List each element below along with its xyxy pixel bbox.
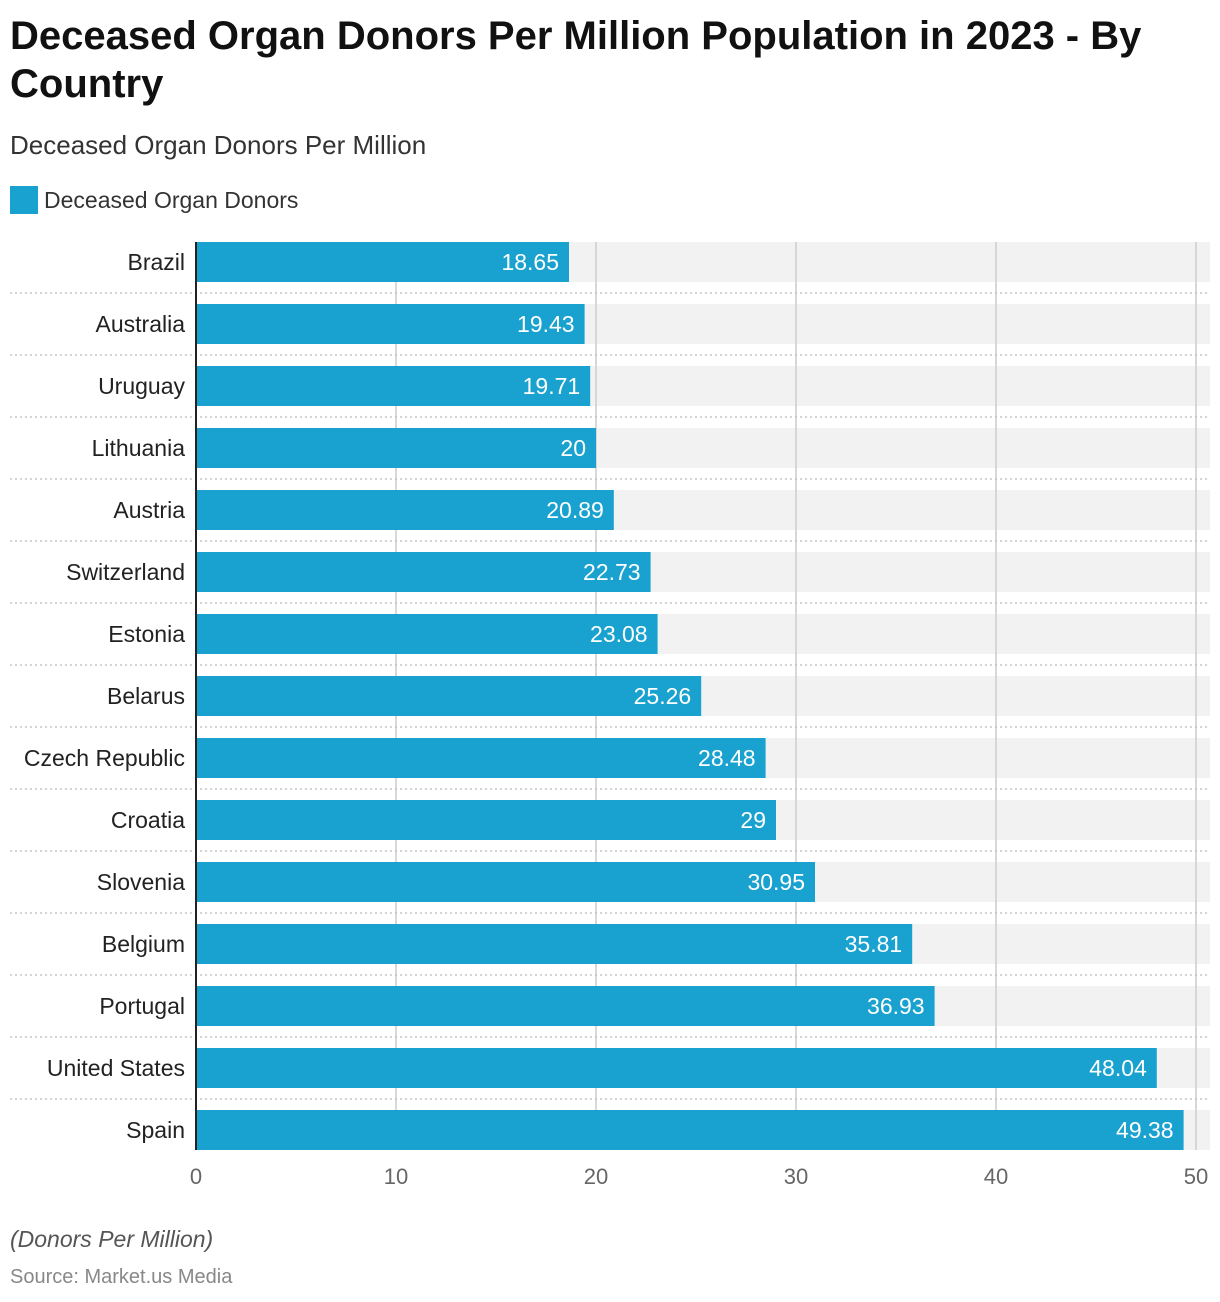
category-label: Estonia xyxy=(108,621,185,647)
chart-subtitle: Deceased Organ Donors Per Million xyxy=(10,130,427,160)
bar xyxy=(196,800,776,840)
bar xyxy=(196,1048,1157,1088)
value-label: 35.81 xyxy=(845,931,903,957)
x-tick-label: 0 xyxy=(190,1164,202,1189)
category-label: Belgium xyxy=(102,931,185,957)
bar xyxy=(196,552,651,592)
bar xyxy=(196,738,766,778)
source-note: Source: Market.us Media xyxy=(10,1266,233,1288)
x-tick-label: 10 xyxy=(384,1164,408,1189)
bar xyxy=(196,986,935,1026)
bar xyxy=(196,924,913,964)
category-label: Spain xyxy=(126,1117,185,1143)
category-label: Switzerland xyxy=(66,559,185,585)
bar xyxy=(196,862,815,902)
legend: Deceased Organ Donors xyxy=(10,186,298,214)
category-label: Uruguay xyxy=(98,373,185,399)
value-label: 19.43 xyxy=(517,311,575,337)
category-label: Croatia xyxy=(111,807,185,833)
x-tick-label: 20 xyxy=(584,1164,608,1189)
value-label: 23.08 xyxy=(590,621,648,647)
chart-title: Deceased Organ Donors Per Million Popula… xyxy=(10,14,1142,106)
legend-swatch xyxy=(10,186,38,214)
value-label: 29 xyxy=(740,807,766,833)
category-label: Lithuania xyxy=(92,435,186,461)
unit-note: (Donors Per Million) xyxy=(10,1226,214,1252)
value-label: 30.95 xyxy=(747,869,805,895)
category-label: Czech Republic xyxy=(24,745,185,771)
x-tick-label: 40 xyxy=(984,1164,1008,1189)
bar xyxy=(196,428,596,468)
value-label: 19.71 xyxy=(523,373,581,399)
bar xyxy=(196,242,569,282)
legend-label: Deceased Organ Donors xyxy=(44,186,299,213)
value-label: 28.48 xyxy=(698,745,756,771)
category-label: Austria xyxy=(113,497,185,523)
value-label: 48.04 xyxy=(1089,1055,1147,1081)
bar xyxy=(196,366,591,406)
x-tick-label: 30 xyxy=(784,1164,808,1189)
value-label: 25.26 xyxy=(634,683,692,709)
value-label: 18.65 xyxy=(501,249,559,275)
value-label: 20 xyxy=(560,435,586,461)
category-label: Australia xyxy=(96,311,186,337)
value-label: 22.73 xyxy=(583,559,641,585)
category-label: United States xyxy=(47,1055,185,1081)
bar xyxy=(196,614,658,654)
bar xyxy=(196,1110,1184,1150)
bar-chart: 18.65 Brazil 19.43 Australia 19.71 Uruguay 20 L… xyxy=(10,242,1210,1189)
value-label: 20.89 xyxy=(546,497,604,523)
bar xyxy=(196,490,614,530)
x-tick-label: 50 xyxy=(1184,1164,1208,1189)
value-label: 36.93 xyxy=(867,993,925,1019)
category-label: Brazil xyxy=(127,249,185,275)
category-label: Portugal xyxy=(99,993,185,1019)
value-label: 49.38 xyxy=(1116,1117,1174,1143)
category-label: Belarus xyxy=(107,683,185,709)
category-label: Slovenia xyxy=(97,869,185,895)
bar xyxy=(196,304,585,344)
bar xyxy=(196,676,702,716)
